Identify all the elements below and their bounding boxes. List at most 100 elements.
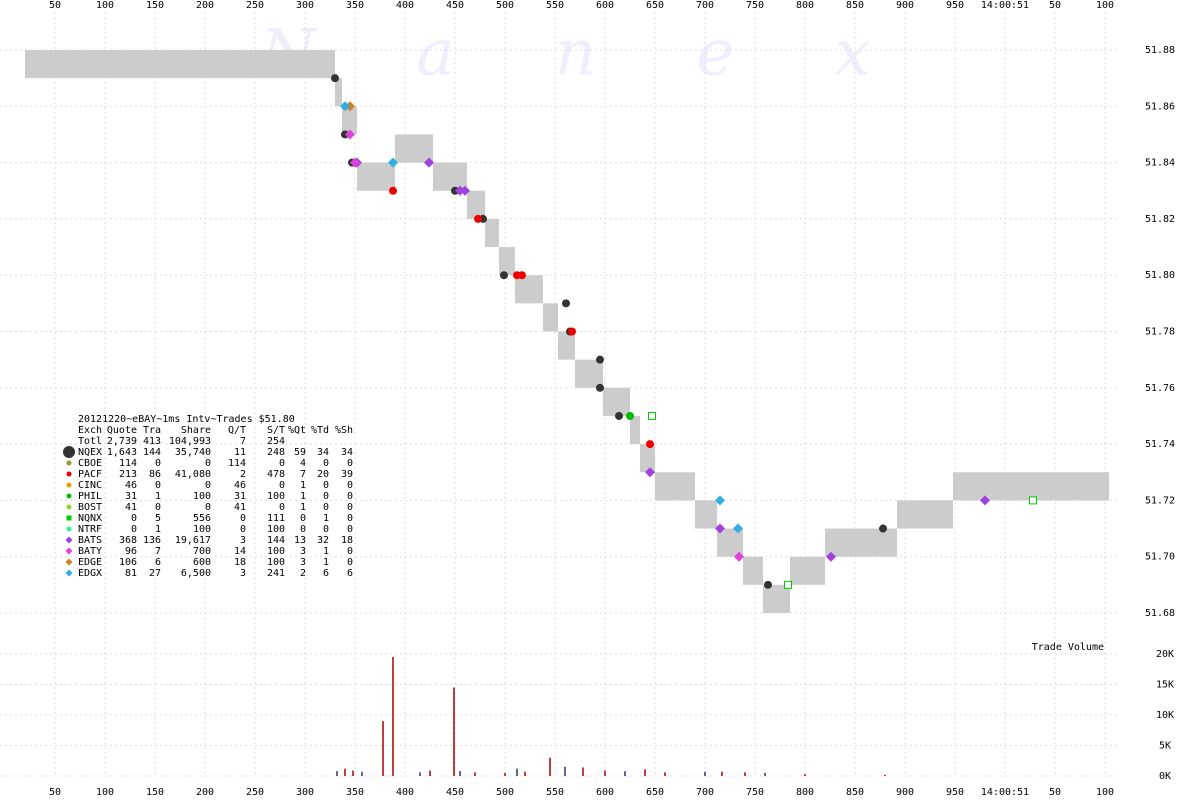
quote-band [342, 106, 357, 135]
table-cell: 0 [347, 546, 353, 557]
table-cell: 248 [267, 447, 285, 458]
trade-marker [646, 440, 654, 449]
x-tick-label: 800 [796, 0, 814, 11]
table-cell: 144 [267, 535, 285, 546]
quote-band [515, 275, 530, 304]
watermark: N a n e x [258, 17, 911, 91]
table-header: %Qt [288, 425, 306, 436]
x-tick-label: 600 [596, 0, 614, 11]
table-cell: 3 [300, 557, 306, 568]
x-tick-label: 150 [146, 0, 164, 11]
trade-marker [734, 551, 744, 562]
x-tick-label: 900 [896, 0, 914, 11]
volume-bar [721, 771, 723, 776]
x-tick-label: 950 [946, 0, 964, 11]
volume-bar [352, 770, 354, 776]
trade-marker [645, 467, 655, 478]
legend-marker [66, 460, 72, 466]
table-cell: 104,993 [169, 436, 211, 447]
quote-band [743, 556, 763, 585]
legend-marker [65, 547, 73, 555]
y-tick-label: 51.68 [1145, 608, 1175, 619]
y-tick-label: 51.80 [1145, 270, 1175, 281]
table-cell: PACF [78, 469, 102, 480]
table-cell: 2,739 [107, 436, 137, 447]
x-tick-label: 900 [896, 787, 914, 798]
table-cell: 14 [234, 546, 246, 557]
table-title: 20121220~eBAY~1ms Intv~Trades $51.80 [78, 414, 295, 425]
quote-band [25, 50, 335, 79]
quote-band [395, 134, 433, 163]
x-tick-label: 550 [546, 0, 564, 11]
table-cell: 41 [234, 502, 246, 513]
volume-bar [336, 771, 338, 776]
table-cell: 100 [267, 524, 285, 535]
trade-marker [331, 74, 339, 83]
legend-marker [66, 504, 72, 510]
trade-marker [568, 327, 576, 336]
volume-bar [624, 771, 626, 776]
trade-marker [648, 411, 656, 420]
trade-marker [733, 523, 743, 534]
table-cell: 254 [267, 436, 285, 447]
y-tick-label: 51.84 [1145, 158, 1175, 169]
table-cell: 5 [155, 513, 161, 524]
x-tick-label: 950 [946, 787, 964, 798]
legend-marker [63, 446, 75, 458]
x-tick-label: 650 [646, 0, 664, 11]
x-tick-label: 600 [596, 787, 614, 798]
trade-marker [340, 101, 350, 112]
table-cell: EDGE [78, 557, 102, 568]
quote-band [433, 162, 467, 191]
table-cell: 0 [347, 491, 353, 502]
table-cell: 3 [240, 568, 246, 579]
quote-band [575, 359, 590, 388]
table-cell: 0 [205, 480, 211, 491]
table-cell: 0 [205, 458, 211, 469]
trade-marker [389, 186, 397, 195]
table-cell: 556 [193, 513, 211, 524]
quote-band [467, 190, 485, 219]
table-header: %Sh [335, 425, 353, 436]
quote-band [825, 528, 897, 557]
trade-marker [460, 185, 470, 196]
x-tick-label: 400 [396, 787, 414, 798]
x-tick-label: 100 [96, 0, 114, 11]
y-tick-label: 51.78 [1145, 327, 1175, 338]
x-tick-label: 750 [746, 787, 764, 798]
volume-tick-label: 5K [1159, 741, 1171, 752]
x-tick-label: 700 [696, 0, 714, 11]
trade-marker [350, 157, 360, 168]
table-cell: 100 [193, 491, 211, 502]
trade-marker [596, 383, 604, 392]
table-cell: 1 [155, 524, 161, 535]
legend-marker [66, 515, 72, 521]
volume-bar [704, 771, 706, 776]
table-cell: 1 [155, 491, 161, 502]
table-cell: 0 [155, 458, 161, 469]
table-cell: 0 [323, 458, 329, 469]
legend-marker [65, 558, 73, 566]
x-tick-label: 450 [446, 0, 464, 11]
table-cell: 700 [193, 546, 211, 557]
volume-bar [344, 768, 346, 776]
x-tick-label: 100 [96, 787, 114, 798]
table-cell: 2 [300, 568, 306, 579]
table-cell: 6 [155, 557, 161, 568]
trade-marker [715, 523, 725, 534]
x-tick-label: 14:00:51 [981, 787, 1029, 798]
table-cell: 100 [267, 546, 285, 557]
quote-band [763, 584, 790, 613]
trade-marker [826, 551, 836, 562]
table-cell: 0 [300, 513, 306, 524]
table-cell: 0 [323, 524, 329, 535]
table-cell: 0 [347, 557, 353, 568]
table-cell: BATS [78, 535, 102, 546]
x-tick-label: 250 [246, 0, 264, 11]
table-cell: 7 [240, 436, 246, 447]
volume-label: Trade Volume [1032, 642, 1104, 653]
table-header: Quote [107, 425, 137, 436]
table-cell: 46 [234, 480, 246, 491]
x-tick-label: 350 [346, 787, 364, 798]
